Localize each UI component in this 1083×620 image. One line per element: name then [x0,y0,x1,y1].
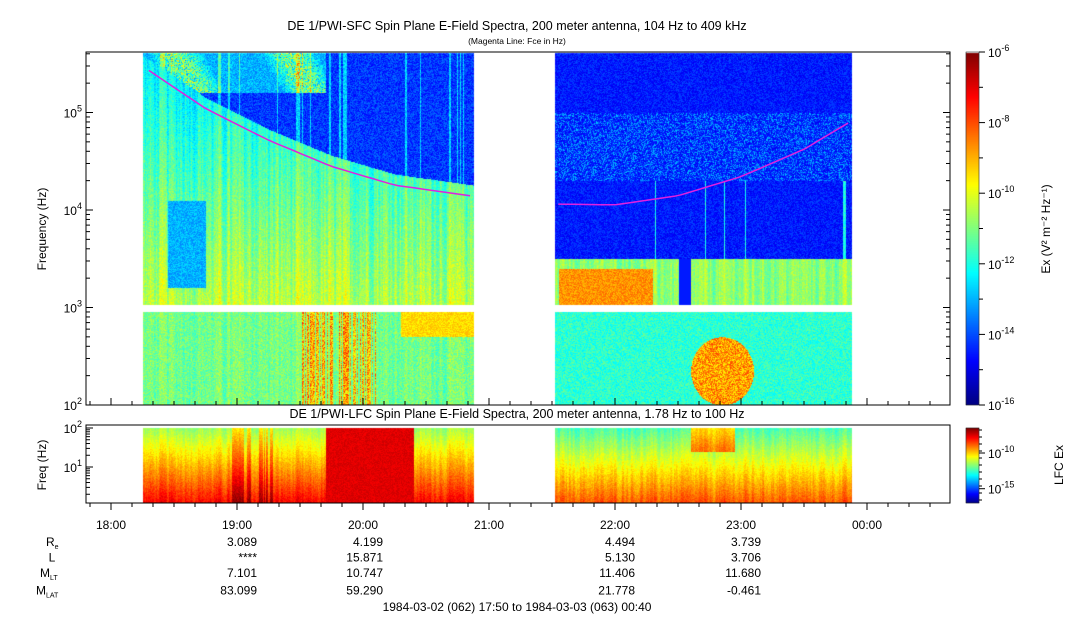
ephemeris-value: 10.747 [346,566,383,580]
lfc-colorbar-label: LFC Ex [1052,445,1066,485]
xtick-label: 22:00 [600,518,630,532]
fce-line-segment [558,122,849,206]
lfc-ylabel: Freq (Hz) [35,440,49,491]
ephemeris-value: 5.130 [605,551,635,565]
lfc-plot-frame [85,424,951,504]
ephemeris-value: 3.739 [731,535,761,549]
lfc-colorbar-tick-label: 10-10 [988,444,1014,461]
colorbar-tick-label: 10-10 [988,184,1014,201]
xtick-label: 23:00 [726,518,756,532]
sfc-title: DE 1/PWI-SFC Spin Plane E-Field Spectra,… [287,19,746,33]
ephemeris-value: 11.406 [599,566,635,580]
sfc-ylabel: Frequency (Hz) [35,188,49,271]
ephemeris-value: 3.706 [731,551,761,565]
ephemeris-value: -0.461 [727,584,761,598]
ephemeris-value: 7.101 [227,566,257,580]
fce-line-segment [148,69,471,197]
lfc-colorbar-tick-label: 10-15 [988,480,1014,497]
xtick-label: 18:00 [96,518,126,532]
sfc-ytick-label: 105 [64,104,82,121]
ephemeris-value: 21.778 [598,584,635,598]
sfc-plot-frame [85,51,951,406]
sfc-ytick-label: 102 [64,396,82,413]
sfc-ytick-label: 103 [64,299,82,316]
ephemeris-value: 15.871 [346,551,383,565]
ephemeris-value: 11.680 [725,566,761,580]
ephemeris-value: 83.099 [220,584,257,598]
ephemeris-row-label: MLT [40,566,58,582]
colorbar-tick-label: 10-14 [988,325,1014,342]
xtick-label: 00:00 [852,518,882,532]
ephemeris-value: 3.089 [227,535,257,549]
lfc-ytick-label: 101 [64,458,82,475]
ephemeris-row-label: MLAT [36,584,59,600]
xtick-label: 19:00 [222,518,252,532]
sfc-colorbar [965,51,980,406]
sfc-ytick-label: 104 [64,201,82,218]
lfc-title: DE 1/PWI-LFC Spin Plane E-Field Spectra,… [289,407,744,421]
ephemeris-value: 4.199 [353,535,383,549]
lfc-ytick-label: 102 [64,419,82,436]
colorbar-tick-label: 10-12 [988,255,1014,272]
xtick-label: 20:00 [348,518,378,532]
colorbar-tick-label: 10-16 [988,396,1014,413]
sfc-subtitle: (Magenta Line: Fce in Hz) [468,36,566,46]
ephemeris-row-label: L [49,551,56,565]
lfc-colorbar [965,427,980,504]
ephemeris-value: 4.494 [605,535,635,549]
xtick-label: 21:00 [474,518,504,532]
sfc-colorbar-label: Ex (V² m⁻² Hz⁻¹) [1039,184,1053,273]
ephemeris-value: 59.290 [346,584,383,598]
ephemeris-value: **** [238,551,257,565]
colorbar-tick-label: 10-6 [988,43,1009,60]
colorbar-tick-label: 10-8 [988,114,1009,131]
ephemeris-row-label: Re [46,535,59,551]
time-range-label: 1984-03-02 (062) 17:50 to 1984-03-03 (06… [383,600,652,614]
